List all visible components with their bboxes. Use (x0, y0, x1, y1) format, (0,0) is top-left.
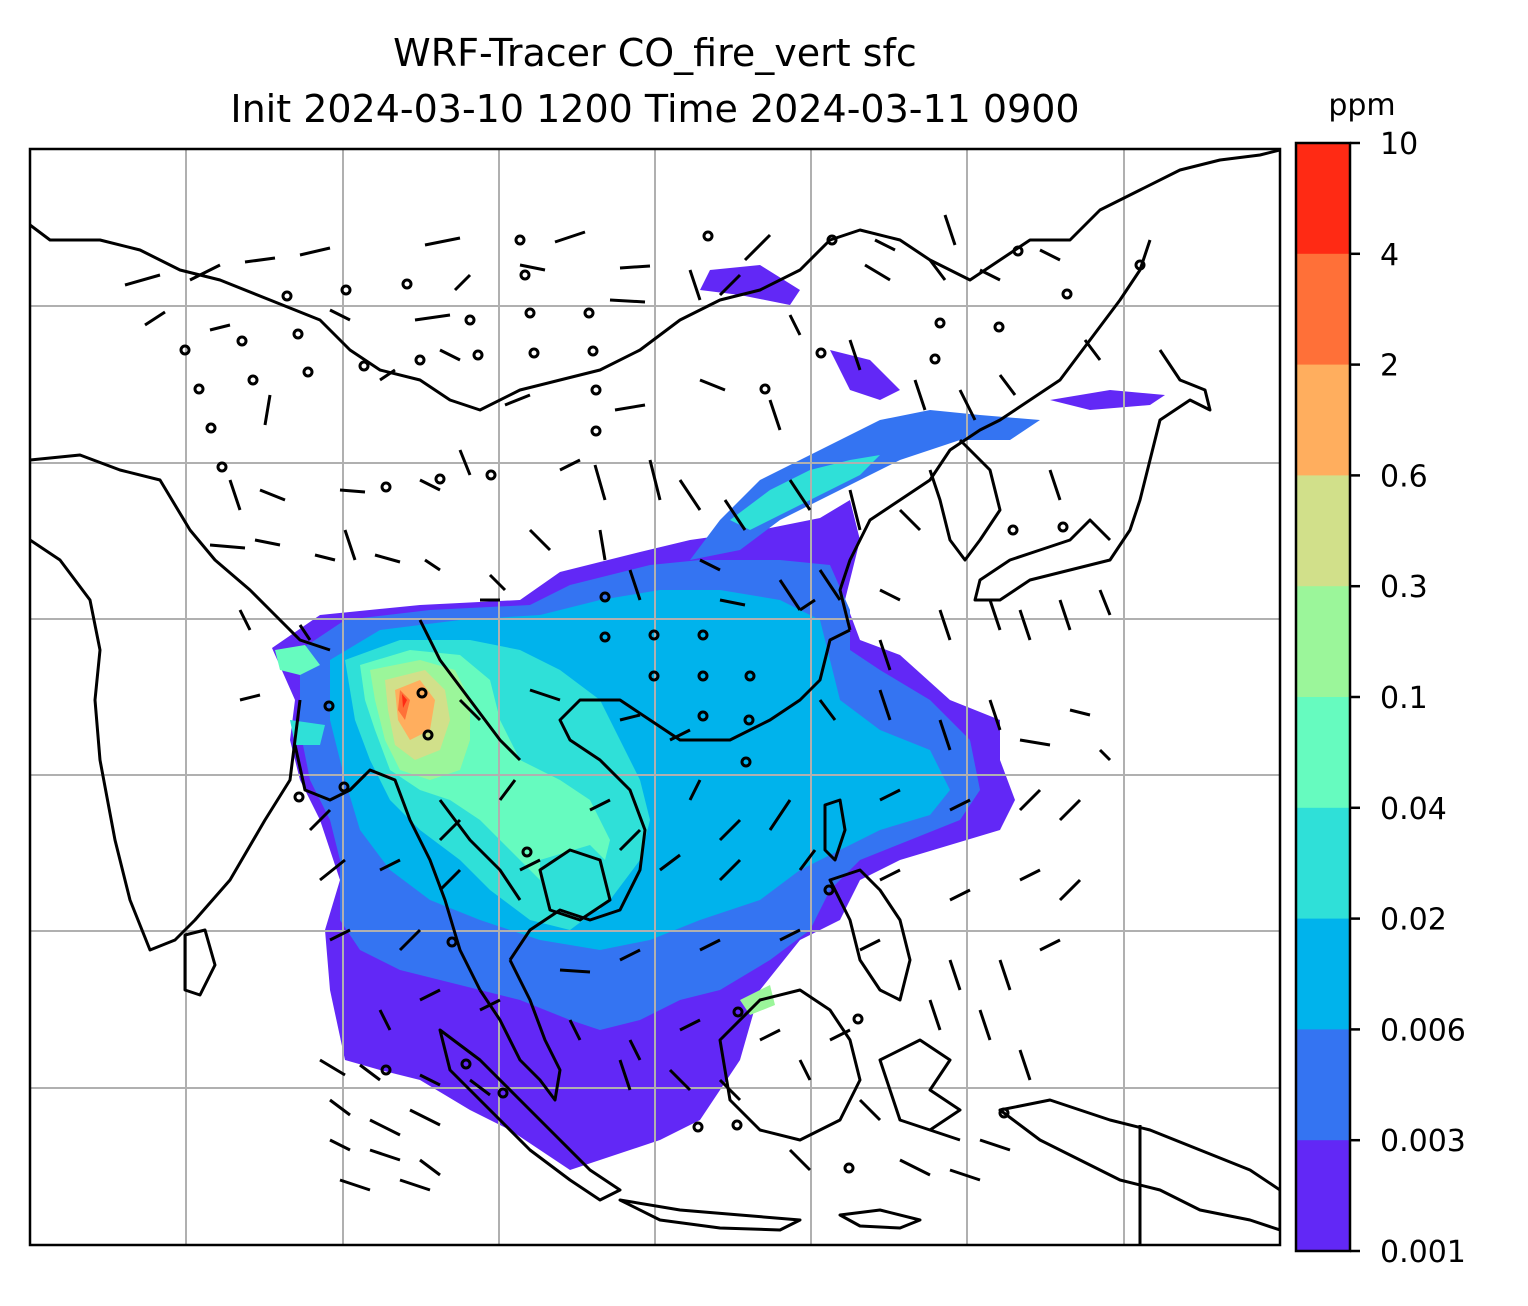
border-china-north (30, 149, 1280, 412)
colorbar-tick-label: 0.3 (1380, 570, 1428, 605)
colorbar-segment (1296, 1140, 1350, 1252)
colorbar-segment (1296, 253, 1350, 366)
colorbar: 10 4 2 0.6 0.3 0.1 0.04 0.02 0.006 0.003 0.001 (1294, 127, 1466, 1270)
colorbar-unit-label: ppm (1328, 88, 1395, 123)
colorbar-tick-label: 0.001 (1380, 1235, 1466, 1270)
colorbar-segment (1296, 364, 1350, 476)
coast-malay-peninsula (478, 959, 562, 1102)
colorbar-tick-label: 0.1 (1380, 681, 1428, 716)
colorbar-tick-label: 0.003 (1380, 1124, 1466, 1159)
coastlines (30, 149, 1280, 1245)
tracer-plume-east (1050, 390, 1165, 410)
tracer-patch-cambodia (540, 845, 615, 920)
coast-japan (973, 349, 1212, 602)
tracer-patch-west (275, 645, 320, 675)
tracer-plume-north-core (730, 455, 880, 530)
coast-philippines (828, 868, 912, 1002)
border-inner-3 (538, 848, 612, 922)
map-title-line1: WRF-Tracer CO_fire_vert sfc (393, 31, 917, 75)
colorbar-tick-label: 0.04 (1380, 792, 1447, 827)
tracer-plume-northeast (830, 350, 900, 400)
coast-java (618, 1198, 802, 1232)
tracer-plume-north (690, 410, 1040, 560)
coast-china-east (838, 239, 1152, 631)
colorbar-tick-label: 10 (1380, 127, 1418, 162)
colorbar-tick-label: 0.6 (1380, 459, 1428, 494)
map-panel (30, 149, 1280, 1245)
colorbar-segment (1296, 697, 1350, 809)
gridlines (30, 149, 1280, 1245)
coast-bay-bengal (293, 744, 482, 991)
border-himalaya (30, 453, 331, 652)
colorbar-segment (1296, 475, 1350, 587)
colorbar-segment (1296, 143, 1350, 255)
calm-wind-markers (179, 230, 1146, 1174)
tracer-plume-korea (700, 265, 800, 305)
coast-lesser-sunda (838, 1208, 922, 1230)
map-title-line2: Init 2024-03-10 1200 Time 2024-03-11 090… (230, 87, 1080, 131)
coast-borneo (718, 988, 862, 1142)
tracer-patch-bangladesh (290, 720, 325, 745)
coast-korea (928, 438, 1002, 562)
coast-india (30, 538, 302, 952)
colorbar-segment (1296, 1029, 1350, 1141)
coast-newguinea (998, 1098, 1280, 1232)
wind-barbs (124, 214, 1112, 1192)
coast-sumatra (438, 1028, 622, 1202)
colorbar-segment (1296, 918, 1350, 1030)
coast-sulawesi (878, 1038, 962, 1132)
colorbar-segment (1296, 586, 1350, 698)
tracer-patch-borneo (740, 985, 775, 1015)
coast-indochina (508, 628, 851, 961)
tracer-level-10-spot (402, 694, 407, 708)
border-inner-2 (438, 799, 522, 901)
colorbar-tick-label: 0.02 (1380, 903, 1447, 938)
colorbar-tick-label: 2 (1380, 349, 1399, 384)
colorbar-tick-label: 0.006 (1380, 1013, 1466, 1048)
map-frame (28, 147, 1282, 1247)
colorbar-segment (1296, 807, 1350, 920)
border-inner-1 (418, 619, 522, 762)
coast-taiwan (823, 798, 847, 862)
colorbar-tick-label: 4 (1380, 238, 1399, 273)
coast-srilanka (183, 928, 217, 997)
